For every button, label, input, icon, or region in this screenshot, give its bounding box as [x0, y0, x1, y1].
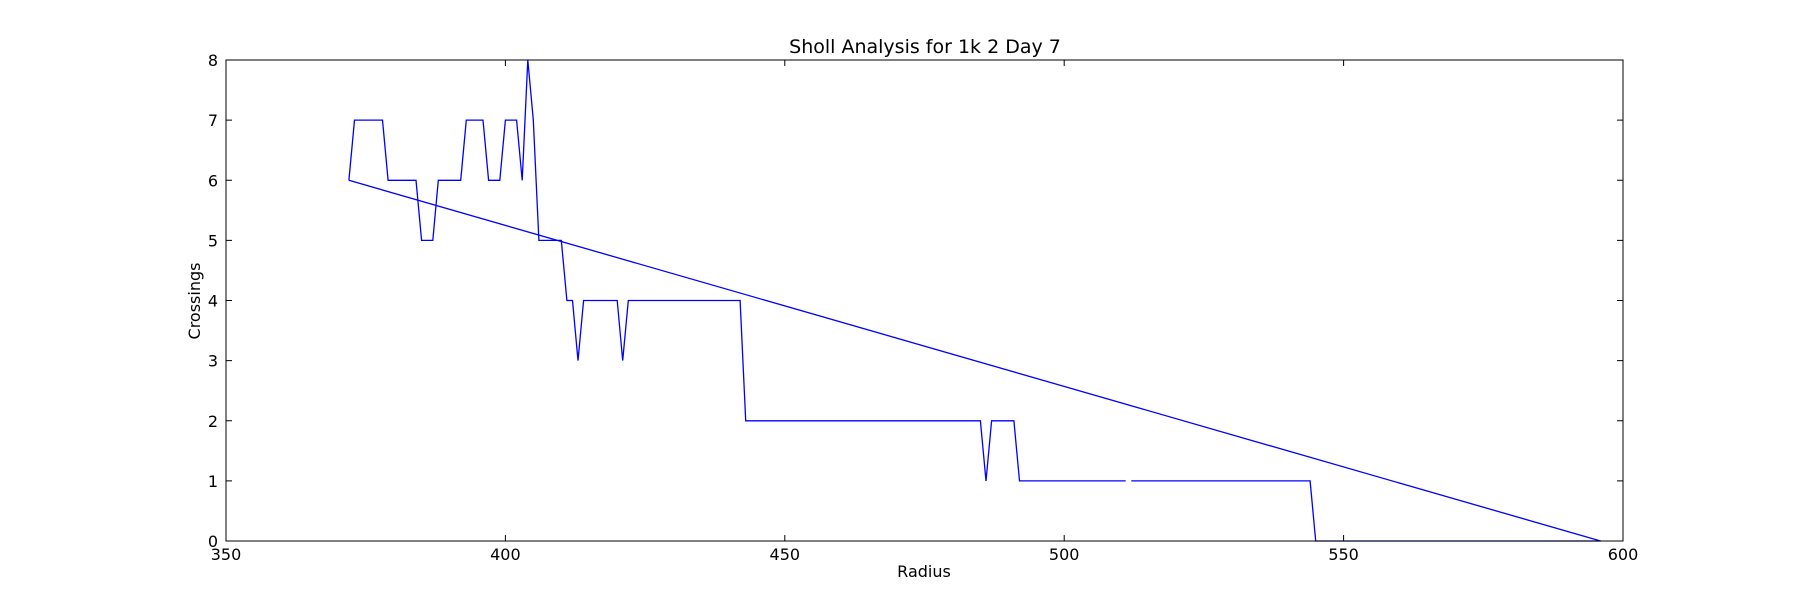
x-tick-label: 550 [1328, 545, 1359, 564]
y-tick-label: 7 [208, 111, 218, 130]
x-axis-label: Radius [897, 562, 951, 581]
y-tick-label: 5 [208, 231, 218, 250]
y-tick-label: 0 [208, 532, 218, 551]
y-tick-label: 6 [208, 171, 218, 190]
plot-area [348, 59, 1601, 542]
x-tick-label: 600 [1608, 545, 1639, 564]
series-line-segment-1 [1131, 480, 1601, 542]
y-tick-label: 3 [208, 352, 218, 371]
series-line-segment-2 [348, 179, 1601, 542]
chart-title: Sholl Analysis for 1k 2 Day 7 [789, 36, 1061, 58]
series-line-segment-0 [348, 59, 1126, 482]
y-tick-label: 8 [208, 51, 218, 70]
plot-frame [225, 59, 1624, 542]
y-axis-label: Crossings [185, 263, 204, 340]
x-tick-label: 450 [770, 545, 801, 564]
y-tick-label: 4 [208, 292, 218, 311]
y-tick-label: 1 [208, 472, 218, 491]
axis-ticks: 350 400 450 500 550 600 0 1 2 3 4 5 6 7 8 [208, 51, 1638, 564]
x-tick-label: 400 [490, 545, 521, 564]
x-tick-label: 350 [211, 545, 242, 564]
y-tick-label: 2 [208, 412, 218, 431]
x-tick-label: 500 [1049, 545, 1080, 564]
